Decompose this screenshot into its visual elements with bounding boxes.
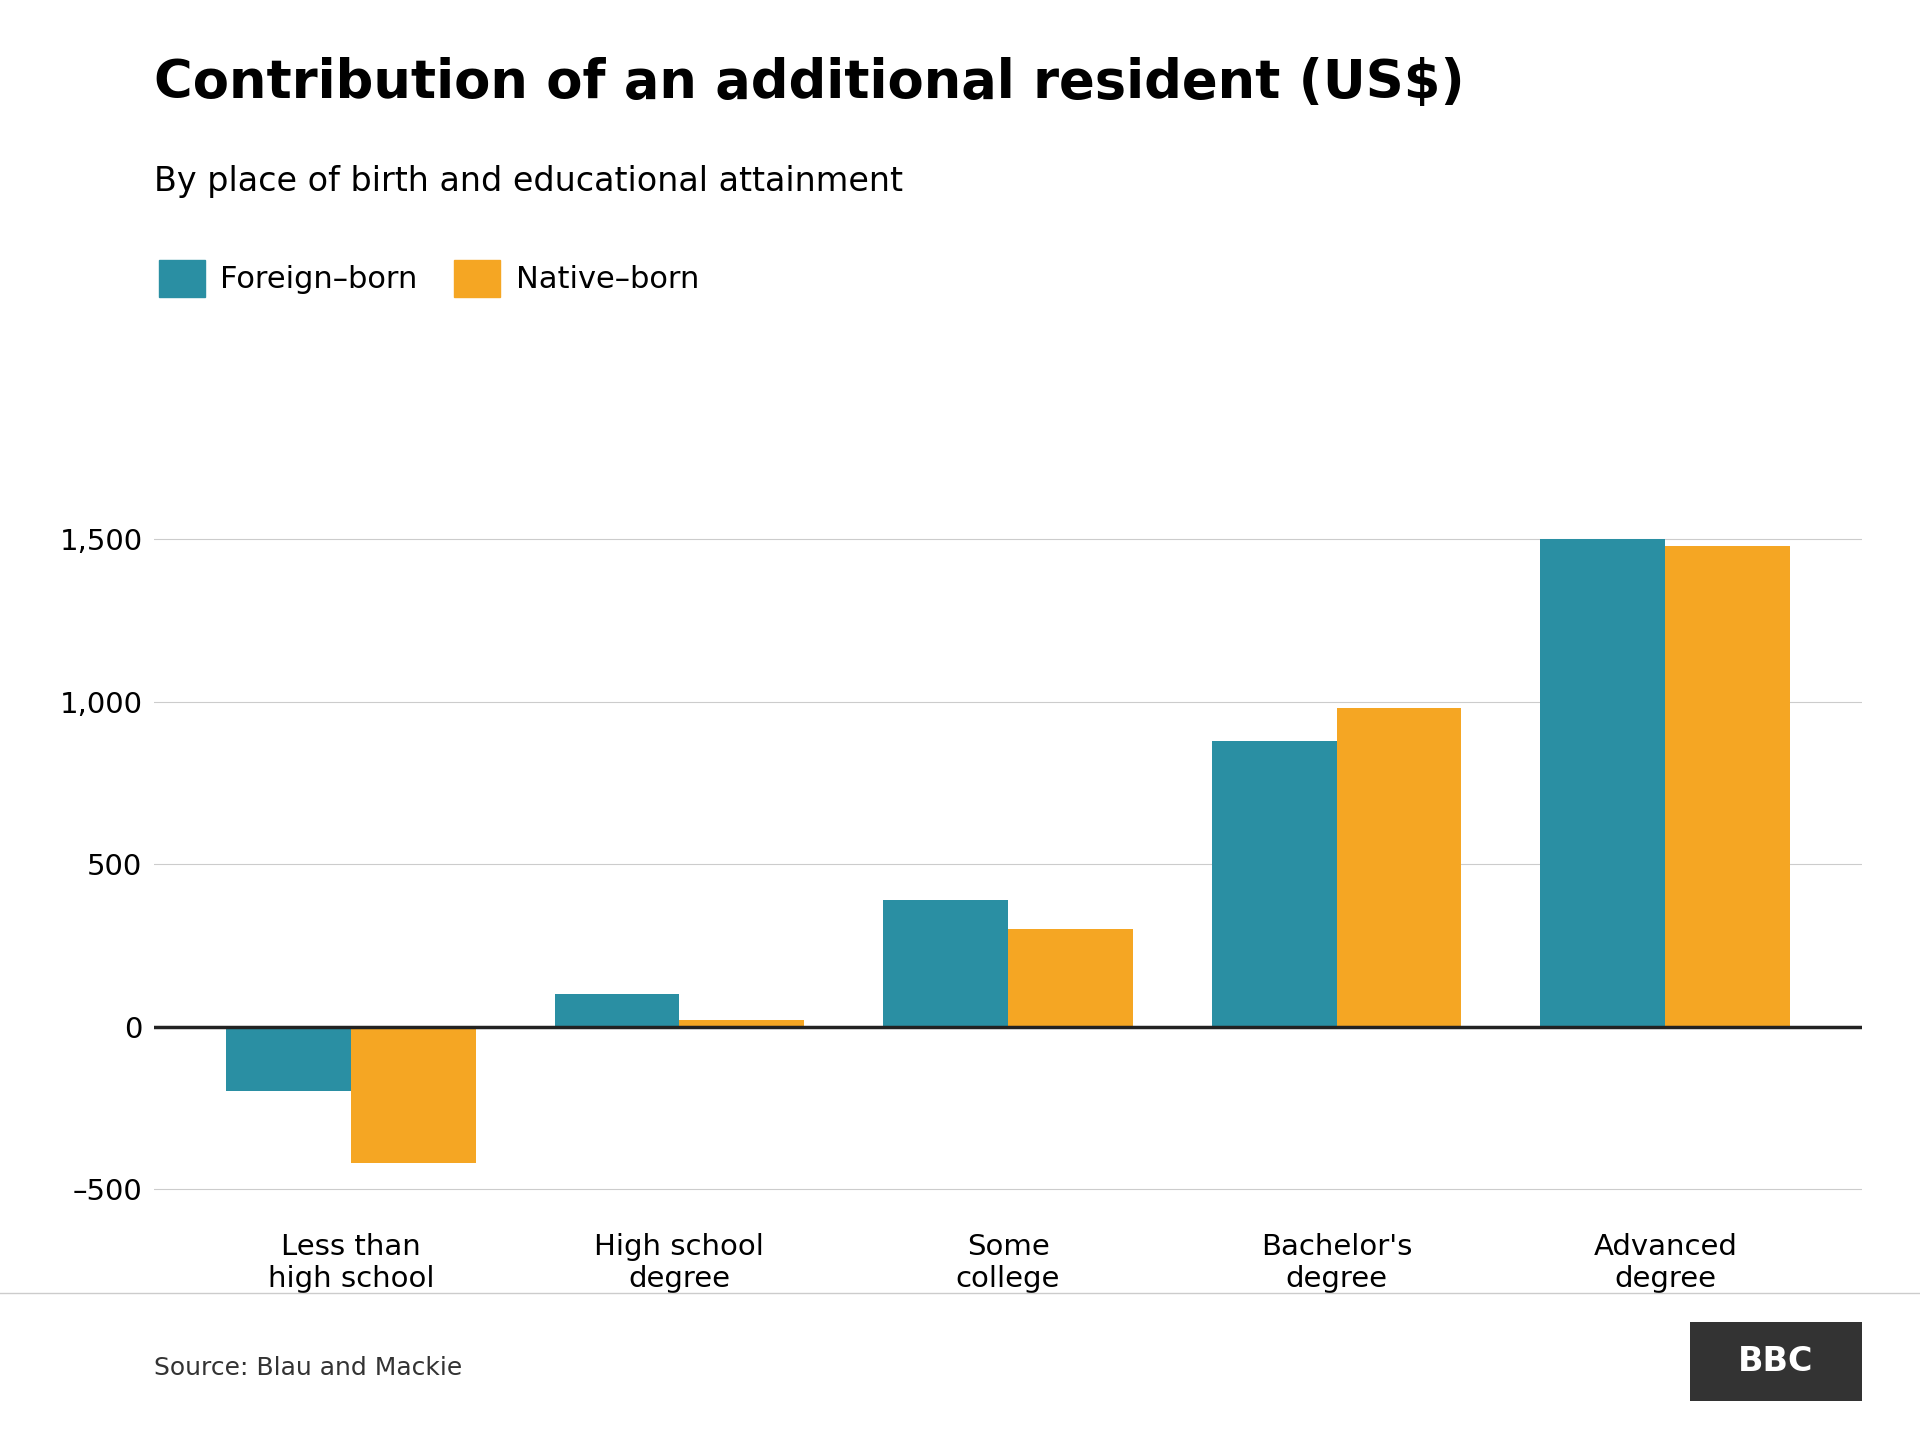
Bar — [227, 1026, 351, 1092]
Text: BBC: BBC — [1738, 1345, 1814, 1378]
Bar — [1336, 708, 1461, 1026]
Bar — [351, 1026, 476, 1163]
Bar — [1665, 546, 1789, 1026]
Bar — [680, 1020, 804, 1026]
Bar — [883, 900, 1008, 1026]
Text: Source: Blau and Mackie: Source: Blau and Mackie — [154, 1355, 463, 1380]
Bar — [1212, 740, 1336, 1026]
Bar — [1008, 930, 1133, 1026]
Bar — [1540, 539, 1665, 1026]
Legend: Foreign–born, Native–born: Foreign–born, Native–born — [159, 260, 699, 297]
Text: By place of birth and educational attainment: By place of birth and educational attain… — [154, 165, 902, 198]
Bar — [555, 994, 680, 1026]
Text: Contribution of an additional resident (US$): Contribution of an additional resident (… — [154, 57, 1465, 109]
